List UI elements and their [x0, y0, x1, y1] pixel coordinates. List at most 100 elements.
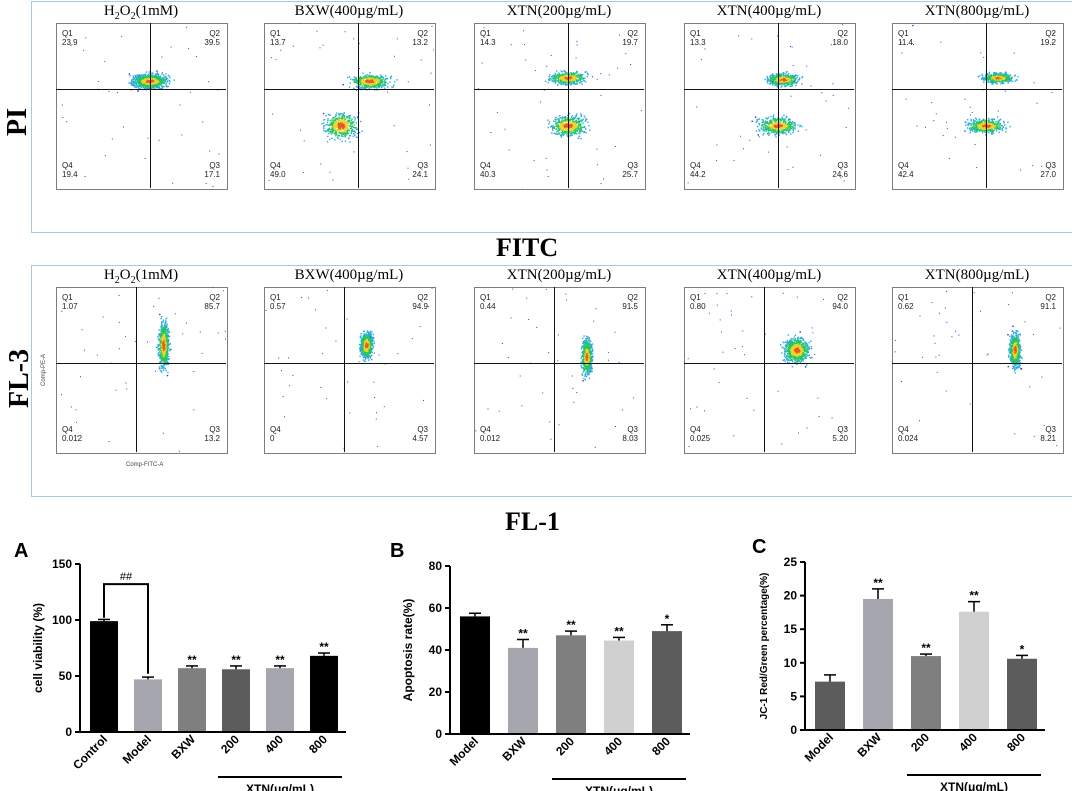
significance-marker: **: [319, 640, 329, 654]
quadrant-gate-horizontal: [684, 89, 854, 90]
quadrant-q2-label: Q2 94.0: [832, 293, 848, 311]
y-tick-label: 60: [429, 601, 443, 615]
significance-marker: **: [518, 627, 528, 641]
x-tick-label: 400: [601, 734, 625, 758]
plot-title: XTN(200µg/mL): [506, 3, 612, 19]
quadrant-q3-label: Q3 4.57: [412, 425, 428, 443]
y-axis-channel-label: Comp-PE-A: [41, 353, 48, 387]
y-tick-label: 100: [52, 613, 72, 627]
bar: [815, 681, 845, 730]
plot-title: XTN(800µg/mL): [924, 267, 1030, 283]
flow-plot: [892, 287, 1064, 454]
y-tick-label: 5: [790, 689, 797, 703]
density-dots: [268, 23, 434, 181]
bracket-label: ##: [120, 571, 133, 583]
density-dots: [687, 292, 847, 447]
quadrant-q4-label: Q4 49.0: [270, 161, 286, 179]
quadrant-q4-label: Q4 40.3: [480, 161, 496, 179]
quadrant-gate-vertical: [135, 287, 137, 452]
quadrant-gate-vertical: [567, 23, 569, 188]
plot-title: XTN(800µg/mL): [924, 3, 1030, 19]
quadrant-q4-label: Q4 0: [270, 425, 281, 443]
significance-marker: *: [1020, 642, 1025, 656]
significance-marker: **: [566, 618, 576, 632]
x-tick-label: Model: [802, 730, 836, 764]
x-axis-channel-label: Comp-FITC-A: [126, 462, 164, 468]
y-tick-label: 40: [429, 643, 443, 657]
x-tick-label: BXW: [168, 732, 198, 762]
quadrant-gate-horizontal: [264, 89, 434, 90]
quadrant-q3-label: Q3 13.2: [204, 425, 220, 443]
x-tick-label: 200: [218, 732, 242, 756]
panel-a-letter: A: [14, 540, 29, 562]
fl3-axis-label: FL-3: [4, 348, 35, 408]
y-tick-label: 0: [790, 723, 797, 737]
bar: [178, 668, 206, 732]
plot-title: H2O2(1mM): [103, 3, 179, 22]
panel-b-letter: B: [390, 540, 405, 562]
density-dots: [265, 287, 433, 449]
bar: [460, 616, 490, 734]
plot-title: BXW(400µg/mL): [294, 267, 404, 283]
bar: [604, 640, 634, 734]
flow-plot: [264, 23, 436, 190]
density-dots: [477, 27, 642, 188]
quadrant-q2-label: Q2 91.1: [1040, 293, 1056, 311]
y-axis-label: JC-1 Red/Green percentage(%): [759, 573, 770, 720]
quadrant-q2-label: Q2 13.2: [412, 29, 428, 47]
significance-marker: **: [275, 653, 285, 667]
quadrant-gate-horizontal: [892, 89, 1062, 90]
flow-plot: [684, 23, 856, 190]
quadrant-gate-vertical: [777, 23, 779, 188]
plot-title: XTN(200µg/mL): [506, 267, 612, 283]
quadrant-q1-label: Q1 0.80: [690, 293, 706, 311]
density-dots: [894, 290, 1061, 447]
quadrant-q3-label: Q3 8.03: [622, 425, 638, 443]
quadrant-gate-horizontal: [474, 362, 644, 364]
flow-plot: [474, 23, 646, 190]
quadrant-gate-vertical: [985, 23, 987, 188]
quadrant-gate-vertical: [553, 287, 555, 452]
group-label: XTN(μg/mL): [940, 780, 1008, 791]
quadrant-q3-label: Q3 27.0: [1040, 161, 1056, 179]
quadrant-q3-label: Q3 5.20: [832, 425, 848, 443]
density-dots: [687, 24, 850, 184]
bar: [911, 656, 941, 730]
x-tick-label: Model: [447, 734, 481, 768]
flow-row2-frame: [31, 265, 1072, 497]
bar: [90, 621, 118, 732]
quadrant-gate-horizontal: [892, 362, 1062, 364]
y-tick-label: 20: [429, 685, 443, 699]
quadrant-gate-vertical: [149, 23, 151, 188]
plot-title: XTN(400µg/mL): [716, 267, 822, 283]
plot-title: H2O2(1mM): [103, 267, 179, 286]
quadrant-q1-label: Q1 0.44: [480, 293, 496, 311]
y-tick-label: 0: [435, 727, 442, 741]
flow-row1-frame: [31, 1, 1072, 233]
bar: [556, 635, 586, 734]
quadrant-gate-vertical: [971, 287, 973, 452]
significance-marker: *: [665, 612, 670, 626]
y-axis-label: Apoptosis rate(%): [401, 599, 415, 702]
chart-a-cell-viability: 0 50 100 150 cell viability (%) Control Model *…: [31, 557, 346, 791]
group-label: XTN(μg/mL): [246, 782, 314, 791]
group-label: XTN(μg/mL): [585, 784, 653, 791]
bar: [863, 598, 893, 730]
significance-marker: **: [187, 653, 197, 667]
x-tick-label: Model: [120, 732, 154, 766]
y-tick-label: 150: [52, 557, 72, 571]
y-tick-label: 25: [784, 555, 798, 569]
fitc-axis-label: FITC: [496, 233, 559, 262]
quadrant-gate-horizontal: [264, 362, 434, 364]
bar: [652, 631, 682, 734]
x-tick-label: BXW: [499, 734, 529, 764]
flow-plot: [264, 287, 436, 454]
quadrant-q4-label: Q4 0.025: [690, 425, 711, 443]
quadrant-q1-label: Q1 11.4: [898, 29, 913, 47]
quadrant-gate-vertical: [357, 23, 359, 188]
quadrant-q4-label: Q4 42.4: [898, 161, 914, 179]
panel-c-letter: C: [752, 536, 767, 558]
quadrant-q3-label: Q3 24.1: [412, 161, 428, 179]
flow-plot: [56, 287, 228, 454]
x-tick-label: 800: [649, 734, 673, 758]
